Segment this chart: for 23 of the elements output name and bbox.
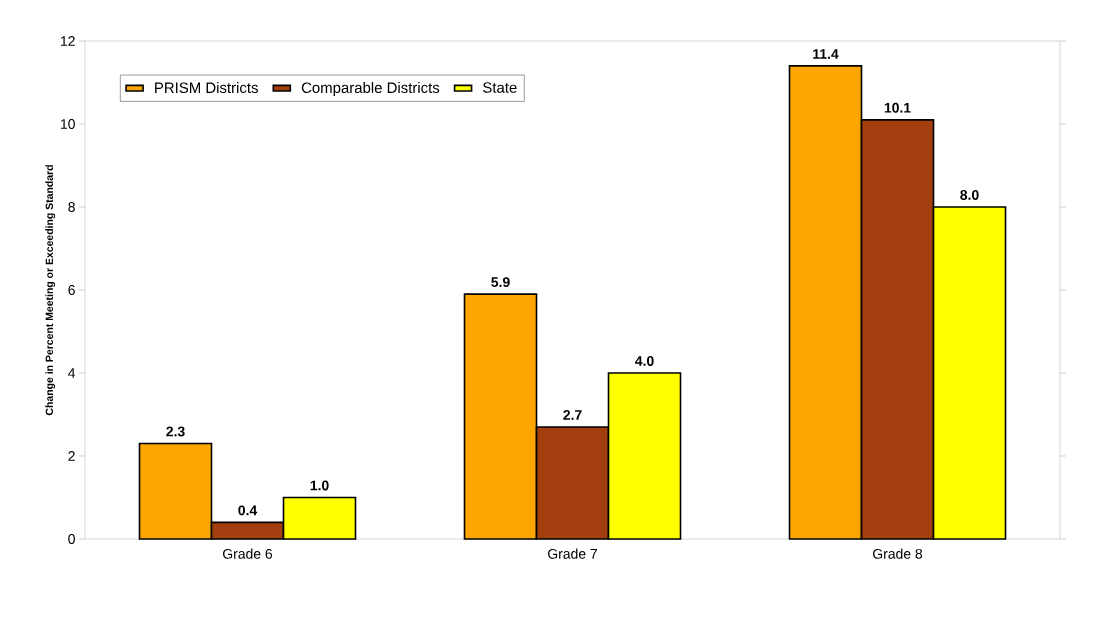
data-label: 5.9 [491, 277, 510, 288]
y-tick-label: 0 [68, 534, 75, 544]
y-tick-label: 8 [68, 202, 75, 212]
data-label: 8.0 [960, 189, 979, 200]
y-tick-label: 2 [68, 451, 75, 461]
data-label: 11.4 [813, 49, 839, 59]
y-tick-label: 12 [61, 36, 75, 46]
x-tick-label: Grade 7 [548, 548, 597, 559]
legend-label: PRISM Districts [155, 82, 258, 94]
x-tick-label: Grade 6 [223, 548, 273, 559]
data-label: 1.0 [310, 480, 329, 491]
y-axis-title: Change in Percent Meeting or Exceeding Standard [45, 165, 56, 416]
data-label: 0.4 [238, 505, 258, 516]
x-tick-label: Grade 8 [873, 548, 923, 559]
data-label: 10.1 [884, 102, 911, 113]
data-label: 2.3 [166, 426, 185, 437]
legend-label: Comparable Districts [301, 82, 440, 96]
y-tick-label: 10 [61, 119, 75, 129]
y-tick-label: 6 [68, 285, 75, 295]
data-label: 4.0 [635, 355, 654, 366]
y-tick-label: 4 [68, 368, 76, 378]
data-label: 2.7 [563, 410, 582, 420]
legend-label: State [483, 82, 517, 93]
